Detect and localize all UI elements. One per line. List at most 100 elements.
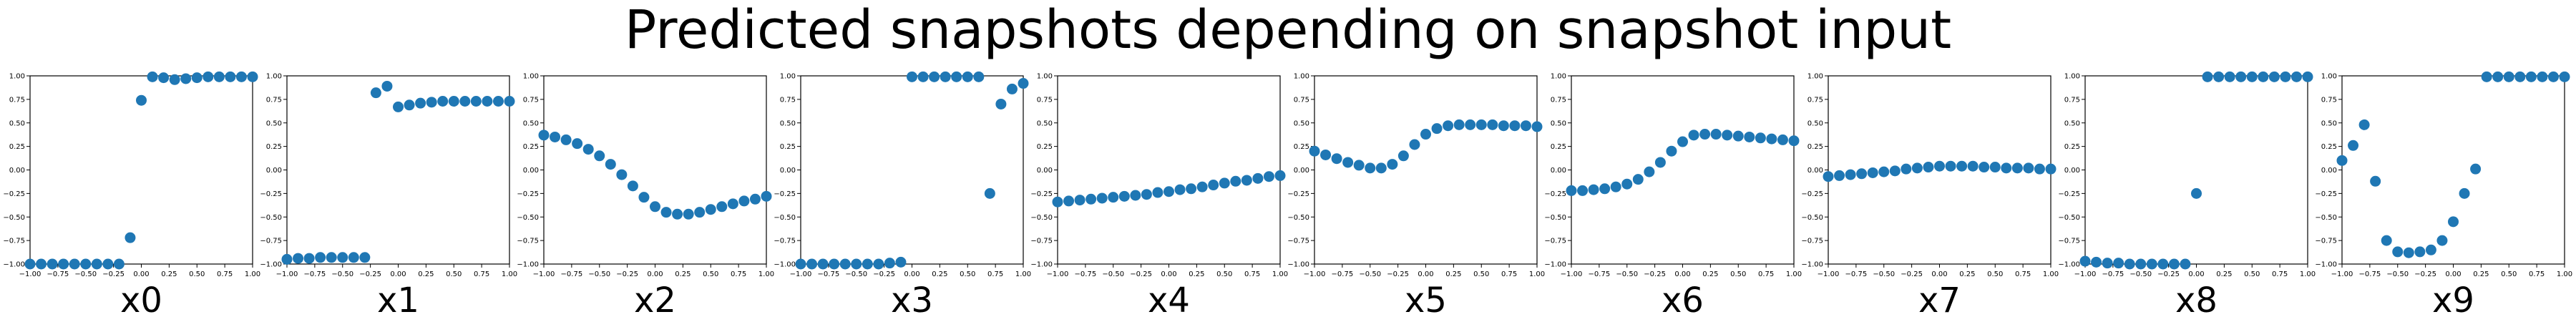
data-point bbox=[2525, 71, 2537, 82]
y-tick-label: 0.00 bbox=[1294, 167, 1309, 175]
y-tick-label: 0.75 bbox=[780, 96, 796, 104]
y-tick-label: 0.50 bbox=[523, 119, 539, 127]
data-point bbox=[1453, 119, 1465, 130]
y-tick-label: 1.00 bbox=[1807, 73, 1823, 81]
x-tick-label: 0.50 bbox=[2244, 270, 2260, 278]
data-point bbox=[2358, 119, 2370, 130]
y-tick-label: −0.25 bbox=[3, 190, 25, 198]
x-tick-label: 0.00 bbox=[1418, 270, 1433, 278]
data-point bbox=[415, 97, 426, 109]
x-tick-label: 0.25 bbox=[418, 270, 434, 278]
x-tick-label: −0.25 bbox=[359, 270, 381, 278]
x-axis-label: x3 bbox=[891, 280, 933, 321]
y-tick-label: −1.00 bbox=[3, 261, 25, 269]
data-point bbox=[1688, 130, 1699, 141]
x-tick-label: 0.75 bbox=[2015, 270, 2031, 278]
data-point bbox=[1677, 136, 1688, 147]
y-tick-label: 0.50 bbox=[780, 119, 796, 127]
data-point bbox=[940, 71, 951, 82]
data-point bbox=[2023, 162, 2034, 174]
data-point bbox=[1465, 119, 1476, 130]
x-tick-label: −0.25 bbox=[1901, 270, 1923, 278]
data-point bbox=[2180, 258, 2191, 270]
y-tick-label: 0.50 bbox=[2064, 119, 2080, 127]
axes-frame-2 bbox=[543, 75, 767, 265]
data-point bbox=[1654, 157, 1666, 168]
data-point bbox=[851, 258, 862, 270]
data-point bbox=[694, 207, 706, 218]
data-point bbox=[2191, 187, 2202, 199]
data-point bbox=[2235, 71, 2247, 82]
x-tick-label: 0.00 bbox=[1674, 270, 1690, 278]
axes-frame-8 bbox=[2084, 75, 2308, 265]
data-point bbox=[24, 258, 36, 270]
data-point bbox=[862, 258, 873, 270]
data-point bbox=[2045, 163, 2057, 175]
data-point bbox=[1823, 171, 1834, 182]
data-point bbox=[829, 258, 840, 270]
x-tick-label: 0.75 bbox=[1758, 270, 1774, 278]
y-tick-label: 0.75 bbox=[1807, 96, 1823, 104]
x-tick-label: −1.00 bbox=[1561, 270, 1583, 278]
y-tick-label: 0.25 bbox=[266, 143, 282, 151]
data-point bbox=[1397, 150, 1409, 162]
y-tick-label: 0.50 bbox=[266, 119, 282, 127]
data-point bbox=[1141, 189, 1152, 200]
x-tick-label: −0.75 bbox=[1332, 270, 1354, 278]
data-point bbox=[560, 134, 572, 145]
data-point bbox=[2436, 235, 2448, 246]
data-point bbox=[806, 258, 818, 270]
data-point bbox=[470, 96, 482, 107]
data-point bbox=[225, 71, 236, 82]
y-tick-label: 1.00 bbox=[780, 73, 796, 81]
x-tick-label: −1.00 bbox=[2331, 270, 2353, 278]
y-tick-label: 1.00 bbox=[1037, 73, 1053, 81]
data-point bbox=[1263, 171, 1274, 182]
data-point bbox=[504, 96, 515, 107]
y-tick-label: −0.25 bbox=[260, 190, 282, 198]
x-axis-label: x4 bbox=[1148, 280, 1190, 321]
data-point bbox=[895, 256, 907, 268]
y-tick-label: 0.00 bbox=[1807, 167, 1823, 175]
data-point bbox=[1710, 129, 1722, 140]
data-point bbox=[1196, 181, 1208, 192]
y-tick-label: −1.00 bbox=[517, 261, 539, 269]
y-tick-label: 0.25 bbox=[1037, 143, 1053, 151]
x-tick-label: 0.00 bbox=[647, 270, 663, 278]
x-tick-label: 0.75 bbox=[474, 270, 489, 278]
x-tick-label: −1.00 bbox=[19, 270, 42, 278]
x-tick-label: 0.25 bbox=[675, 270, 691, 278]
data-point bbox=[1777, 134, 1788, 145]
data-point bbox=[2224, 71, 2235, 82]
y-tick-label: −1.00 bbox=[260, 261, 282, 269]
x-tick-label: −0.75 bbox=[2359, 270, 2381, 278]
data-point bbox=[973, 71, 985, 82]
data-point bbox=[1130, 190, 1141, 201]
data-point bbox=[672, 208, 683, 220]
axes-frame-9 bbox=[2341, 75, 2565, 265]
y-tick-label: 0.25 bbox=[2321, 143, 2337, 151]
y-tick-label: −0.75 bbox=[1801, 238, 1823, 245]
data-point bbox=[929, 71, 940, 82]
data-point bbox=[2135, 258, 2147, 270]
x-tick-label: −1.00 bbox=[1304, 270, 1326, 278]
x-tick-label: 0.50 bbox=[1473, 270, 1489, 278]
data-point bbox=[962, 71, 973, 82]
y-tick-label: 0.00 bbox=[2064, 167, 2080, 175]
x-tick-label: 1.00 bbox=[245, 270, 260, 278]
y-tick-label: −1.00 bbox=[2315, 261, 2337, 269]
data-point bbox=[2370, 175, 2381, 187]
data-point bbox=[2001, 162, 2012, 174]
data-point bbox=[2091, 256, 2102, 268]
axes-frame-6 bbox=[1571, 75, 1795, 265]
data-point bbox=[1610, 181, 1621, 192]
x-tick-label: 1.00 bbox=[1015, 270, 1031, 278]
y-tick-label: −0.75 bbox=[1287, 238, 1309, 245]
data-point bbox=[1699, 129, 1711, 140]
x-axis-label: x9 bbox=[2432, 280, 2474, 321]
x-tick-label: 0.75 bbox=[987, 270, 1003, 278]
data-point bbox=[1018, 78, 1029, 89]
x-tick-label: −0.75 bbox=[1845, 270, 1868, 278]
axes-frame-5 bbox=[1314, 75, 1538, 265]
data-point bbox=[113, 258, 125, 270]
